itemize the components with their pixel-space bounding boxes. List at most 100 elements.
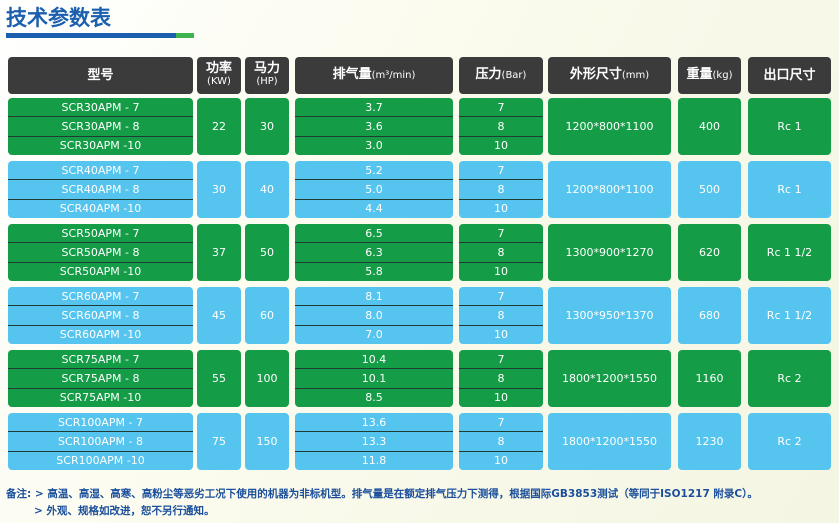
header-line: 功率	[205, 61, 232, 76]
cell-row: 8	[459, 116, 543, 135]
cell-row: SCR100APM -10	[8, 450, 193, 470]
title-bar	[6, 33, 176, 38]
cell-row: 6.3	[295, 242, 453, 261]
note: 备注: > 高温、高湿、高寒、高粉尘等恶劣工况下使用的机器为非标机型。排气量是在…	[6, 486, 758, 501]
cell-row: 7.0	[295, 324, 453, 344]
cell-flow: 5.2 5.0 4.4	[295, 161, 453, 218]
cell-value: 150	[256, 435, 278, 448]
note-text: > 外观、规格如改进，恕不另行通知。	[34, 505, 215, 517]
cell-row: 10	[459, 135, 543, 155]
cell-value: 620	[699, 246, 720, 259]
cell-value: 1800*1200*1550	[562, 372, 657, 385]
cell-size: 1300*900*1270	[548, 224, 671, 281]
cell-row: 4.4	[295, 198, 453, 218]
cell-row: 8	[459, 305, 543, 324]
header-label: 型号	[87, 67, 114, 83]
header-unit: (KW)	[207, 76, 231, 87]
cell-row: SCR75APM - 8	[8, 368, 193, 387]
header-unit: (Bar)	[501, 70, 527, 81]
cell-row: 8	[459, 179, 543, 198]
cell-models: SCR60APM - 7 SCR60APM - 8 SCR60APM -10	[8, 287, 193, 344]
cell-size: 1800*1200*1550	[548, 413, 671, 470]
header-unit-line: (HP)	[256, 75, 277, 88]
cell-row: 6.5	[365, 226, 383, 240]
cell-size: 1200*800*1100	[548, 161, 671, 218]
header-unit: (m³/min)	[371, 70, 416, 81]
cell-flow: 6.5 6.3 5.8	[295, 224, 453, 281]
cell-row: SCR50APM - 7	[61, 226, 140, 240]
cell-row: SCR30APM -10	[8, 135, 193, 155]
header-label: 马力	[253, 61, 280, 76]
cell-flow: 13.6 13.3 11.8	[295, 413, 453, 470]
cell-power: 55	[197, 350, 241, 407]
header-label: 功率	[205, 61, 232, 76]
cell-row: SCR30APM - 8	[8, 116, 193, 135]
note: > 外观、规格如改进，恕不另行通知。	[34, 503, 214, 518]
header-line: 型号	[87, 67, 114, 83]
cell-pressure: 7 8 10	[459, 98, 543, 155]
cell-row: 8	[459, 242, 543, 261]
cell-pressure: 7 8 10	[459, 161, 543, 218]
cell-row: 7	[497, 100, 505, 114]
column-header: 型号	[8, 57, 193, 94]
cell-row: 7	[497, 289, 505, 303]
cell-outlet: Rc 1 1/2	[748, 224, 831, 281]
cell-row: SCR50APM -10	[8, 261, 193, 281]
cell-row: 11.8	[295, 450, 453, 470]
cell-value: 22	[212, 120, 226, 133]
cell-value: Rc 2	[777, 372, 802, 385]
cell-row: 13.6	[361, 415, 387, 429]
column-header: 重量(kg)	[678, 57, 741, 94]
cell-value: Rc 1 1/2	[766, 246, 813, 259]
cell-value: 55	[212, 372, 226, 385]
header-unit-line: (KW)	[207, 75, 231, 88]
cell-row: 7	[497, 415, 505, 429]
cell-value: 500	[699, 183, 720, 196]
cell-flow: 3.7 3.6 3.0	[295, 98, 453, 155]
cell-row: 3.0	[295, 135, 453, 155]
cell-hp: 50	[245, 224, 289, 281]
cell-value: 680	[699, 309, 720, 322]
cell-hp: 150	[245, 413, 289, 470]
cell-value: 37	[212, 246, 226, 259]
note-label: 备注:	[6, 488, 32, 500]
cell-value: 45	[212, 309, 226, 322]
cell-value: 60	[260, 309, 274, 322]
column-header: 排气量(m³/min)	[295, 57, 453, 94]
cell-models: SCR100APM - 7 SCR100APM - 8 SCR100APM -10	[8, 413, 193, 470]
cell-pressure: 7 8 10	[459, 224, 543, 281]
cell-power: 30	[197, 161, 241, 218]
cell-row: SCR100APM - 8	[8, 431, 193, 450]
cell-row: 5.8	[295, 261, 453, 281]
cell-row: 10	[459, 387, 543, 407]
title: 技术参数表	[6, 6, 111, 30]
cell-value: 1160	[695, 372, 724, 385]
cell-weight: 620	[678, 224, 741, 281]
header-label: 出口尺寸	[763, 67, 816, 83]
cell-row: SCR40APM - 8	[8, 179, 193, 198]
cell-hp: 30	[245, 98, 289, 155]
cell-row: 10	[459, 261, 543, 281]
cell-size: 1800*1200*1550	[548, 350, 671, 407]
cell-row: SCR40APM -10	[8, 198, 193, 218]
header-label: 排气量	[332, 67, 372, 82]
cell-models: SCR75APM - 7 SCR75APM - 8 SCR75APM -10	[8, 350, 193, 407]
cell-row: 8.5	[295, 387, 453, 407]
header-unit: (kg)	[712, 70, 733, 81]
cell-row: 7	[497, 163, 505, 177]
cell-models: SCR40APM - 7 SCR40APM - 8 SCR40APM -10	[8, 161, 193, 218]
cell-weight: 1230	[678, 413, 741, 470]
header-label: 重量	[686, 67, 713, 82]
cell-row: 10	[459, 198, 543, 218]
header-line: 外形尺寸(mm)	[570, 68, 649, 82]
cell-value: 100	[256, 372, 278, 385]
note-text: > 高温、高湿、高寒、高粉尘等恶劣工况下使用的机器为非标机型。排气量是在额定排气…	[34, 488, 758, 500]
cell-row: SCR75APM - 7	[61, 352, 140, 366]
cell-row: 8.1	[365, 289, 383, 303]
cell-row: 10	[459, 450, 543, 470]
title-bar-accent	[176, 33, 194, 38]
cell-hp: 60	[245, 287, 289, 344]
cell-value: 1200*800*1100	[565, 183, 654, 196]
cell-row: 8	[459, 431, 543, 450]
